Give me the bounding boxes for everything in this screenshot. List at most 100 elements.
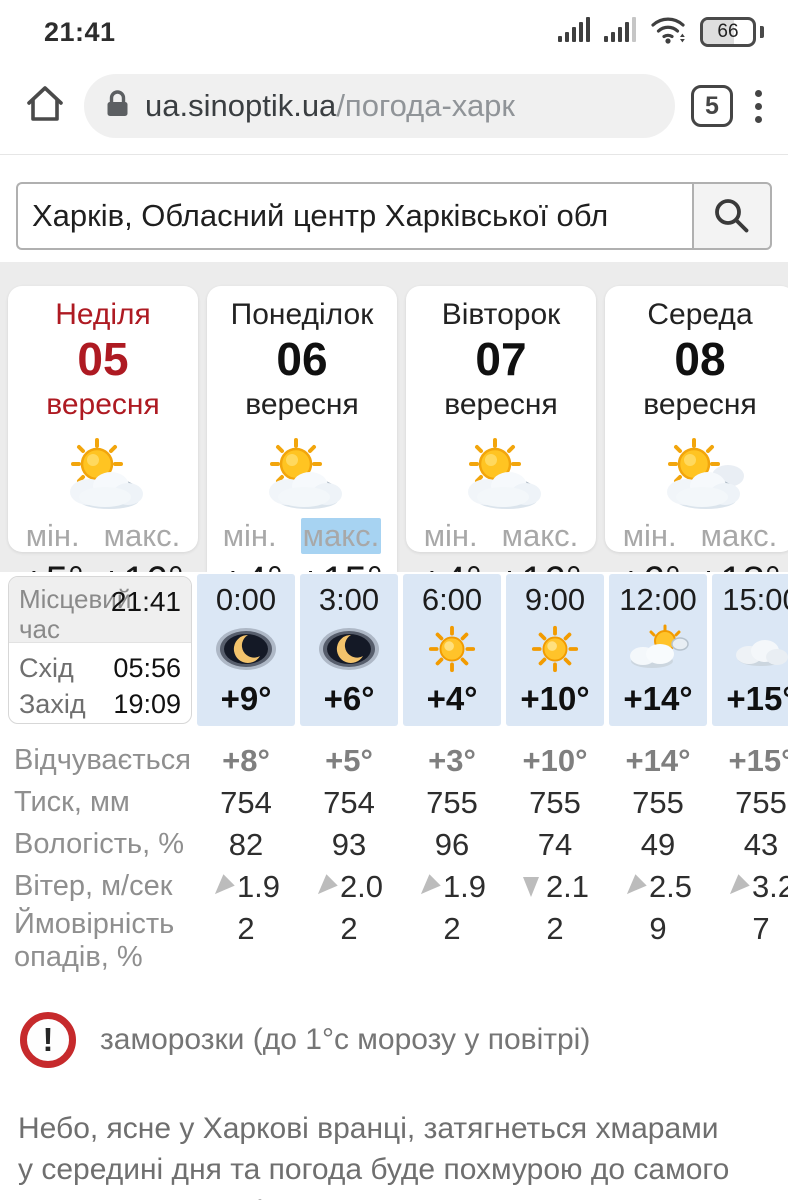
status-bar: 21:41 66 [0,0,788,58]
day-month: вересня [643,387,757,421]
wind-value: 3.2 [712,869,788,905]
hour-column-1500[interactable]: 15:00 +15° [712,574,788,726]
city-search-input[interactable] [16,182,692,250]
hour-time: 6:00 [421,582,483,617]
precipitation-row: Ймовірність опадів, % 2 2 2 2 9 7 [0,908,788,994]
browser-menu-button[interactable] [749,89,768,123]
day-tab-wednesday[interactable]: Середа 08 вересня мін. макс. +6° +18° [605,286,788,572]
hour-column-0000[interactable]: 0:00 +9° [197,574,295,726]
day-date: 07 [475,333,527,385]
hour-temp: +15° [726,680,788,717]
sun-cloud-icon [8,430,198,516]
row-label: Вологість, % [14,828,185,861]
day-name: Середа [647,298,753,331]
hour-temp: +14° [623,680,693,717]
hourly-details-table: Відчувається +8° +5° +3° +10° +14° +15° … [0,740,788,994]
row-label: Ймовірність опадів, % [14,908,175,974]
hour-temp: +10° [520,680,590,717]
sunset-time: 19:09 [113,689,181,720]
day-date: 06 [276,333,328,385]
day-date: 08 [674,333,726,385]
browser-toolbar: ua.sinoptik.ua/погода-харк 5 [0,58,788,155]
precip-value: 7 [752,911,770,946]
day-tab-sunday[interactable]: Неділя 05 вересня мін. макс. +5° +16° [8,286,198,572]
url-bar[interactable]: ua.sinoptik.ua/погода-харк [84,74,675,138]
search-icon [715,199,749,233]
sun-cloud-icon [625,618,691,680]
search-button[interactable] [692,182,772,250]
hour-column-0300[interactable]: 3:00 +6° [300,574,398,726]
url-host: ua.sinoptik.ua [145,88,337,123]
max-label-highlighted: макс. [300,517,382,554]
feels-like-row: Відчувається +8° +5° +3° +10° +14° +15° [0,740,788,782]
wind-direction-icon [522,877,539,897]
hour-column-0600[interactable]: 6:00 +4° [403,574,501,726]
wind-direction-icon [209,874,235,900]
lock-icon [104,89,131,124]
wind-direction-icon [312,874,338,900]
hour-temp: +4° [426,680,478,717]
min-label: мін. [423,517,478,553]
day-tab-monday-active[interactable]: Понеділок 06 вересня мін. макс. +4° +15° [207,286,397,572]
humidity-value: 49 [640,827,676,862]
min-temp: +5° [22,559,84,572]
home-button[interactable] [22,81,68,132]
day-tabs: Неділя 05 вересня мін. макс. +5° +16° Поне… [0,262,788,572]
hour-column-0900[interactable]: 9:00 +10° [506,574,604,726]
humidity-value: 96 [434,827,470,862]
pressure-value: 755 [529,785,581,820]
url-path: /погода-харк [336,88,515,123]
row-label: Вітер, м/сек [14,870,173,903]
day-date: 05 [77,333,129,385]
humidity-value: 93 [331,827,367,862]
row-label: Тиск, мм [14,786,130,819]
precip-value: 2 [546,911,564,946]
day-tab-tuesday[interactable]: Вівторок 07 вересня мін. макс. +4° +16° [406,286,596,572]
forecast-summary: Небо, ясне у Харкові вранці, затягнеться… [18,1112,730,1200]
row-label: Відчувається [14,744,191,777]
min-label: мін. [222,517,277,553]
min-temp: +4° [221,559,283,572]
frost-warning: ! заморозки (до 1°с морозу у повітрі) [20,1012,772,1068]
max-label: макс. [501,517,579,553]
wind-row: Вітер, м/сек 1.9 2.0 1.9 2.1 2.5 3.2 [0,866,788,908]
max-temp: +15° [299,559,383,572]
tab-switcher-button[interactable]: 5 [691,85,733,127]
wind-value: 1.9 [197,869,295,905]
feels-value: +10° [522,743,588,778]
min-label: мін. [622,517,677,553]
pressure-value: 754 [220,785,272,820]
day-name: Неділя [55,298,151,331]
wind-direction-icon [724,874,750,900]
max-temp: +18° [697,559,781,572]
hourly-strip: Місцевий час 21:41 Схід 05:56 Захід 19:09 … [0,572,788,732]
cellular-signal-2-icon [604,16,638,48]
day-month: вересня [46,387,160,421]
feels-value: +14° [625,743,691,778]
wind-value: 2.0 [300,869,398,905]
wind-value: 1.9 [403,869,501,905]
max-temp: +16° [100,559,184,572]
battery-fill [703,20,734,44]
hour-time: 3:00 [318,582,380,617]
precip-value: 9 [649,911,667,946]
feels-value: +15° [728,743,788,778]
sun-icon [427,618,477,680]
city-search-row [16,182,772,250]
hour-time: 0:00 [215,582,277,617]
url-text: ua.sinoptik.ua/погода-харк [145,88,515,124]
humidity-value: 74 [537,827,573,862]
min-temp: +6° [619,559,681,572]
max-temp: +16° [498,559,582,572]
min-label: мін. [25,517,80,553]
status-clock: 21:41 [44,16,116,47]
cellular-signal-icon [558,16,592,48]
cloud-icon [729,618,788,680]
day-name: Вівторок [441,298,561,331]
pressure-value: 755 [632,785,684,820]
sun-cloud-icon [207,430,397,516]
precip-value: 2 [340,911,358,946]
hour-time: 12:00 [619,582,697,617]
pressure-value: 755 [735,785,787,820]
hour-column-1200[interactable]: 12:00 +14° [609,574,707,726]
